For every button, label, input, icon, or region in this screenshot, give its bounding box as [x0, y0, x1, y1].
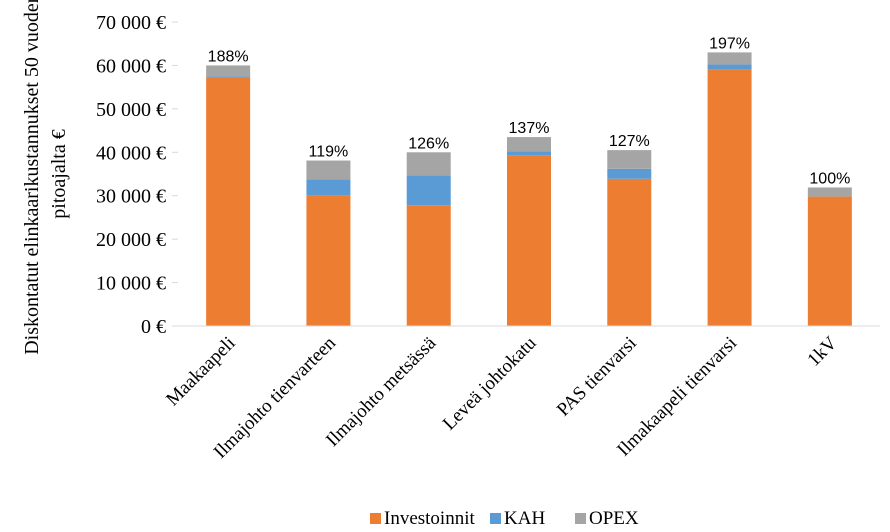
- bar-segment-investoinnit: [206, 77, 251, 327]
- bar-segment-investoinnit: [807, 196, 852, 326]
- data-labels: 188% 119% 126% 137% 127% 197% 100%: [208, 35, 851, 187]
- x-tick-label: Maakaapeli: [162, 333, 240, 411]
- bar-segment-investoinnit: [406, 205, 451, 326]
- data-label: 127%: [609, 133, 650, 150]
- bar-segment-opex: [406, 152, 451, 176]
- y-axis: 0 € 10 000 € 20 000 € 30 000 € 40 000 € 50 00…: [96, 12, 178, 338]
- data-label: 119%: [309, 144, 349, 161]
- x-tick-label: Ilmajohto metsässä: [322, 332, 441, 451]
- data-label: 137%: [509, 120, 550, 137]
- bar-segment-opex: [206, 65, 251, 77]
- x-tick-label: 1kV: [803, 332, 841, 370]
- y-axis-title-line: pitoajalta €: [48, 129, 70, 218]
- y-axis-title-line: Diskontatut elinkaarikustannukset 50 vuo…: [21, 0, 43, 355]
- bar-segment-investoinnit: [306, 195, 351, 326]
- bar-segment-kah: [707, 64, 752, 70]
- bar-segment-opex: [807, 187, 852, 197]
- y-axis-title: Diskontatut elinkaarikustannukset 50 vuo…: [21, 0, 70, 355]
- legend-swatch: [575, 513, 586, 524]
- bar-segment-kah: [206, 76, 251, 78]
- x-tick-label: PAS tienvarsi: [553, 333, 641, 421]
- y-tick-label: 70 000 €: [96, 12, 166, 34]
- data-label: 197%: [709, 35, 750, 52]
- bar-segment-opex: [707, 52, 752, 65]
- y-tick-label: 20 000 €: [96, 229, 166, 251]
- y-tick-label: 50 000 €: [96, 99, 166, 121]
- x-tick-label: Leveä johtokatu: [439, 332, 541, 434]
- bars: [206, 52, 852, 327]
- legend-swatch: [490, 513, 501, 524]
- y-tick-label: 60 000 €: [96, 55, 166, 77]
- y-tick-label: 0 €: [141, 316, 166, 338]
- bar-segment-kah: [607, 168, 652, 179]
- bar-segment-kah: [306, 179, 351, 196]
- legend-label: Investoinnit: [384, 508, 475, 529]
- bar-segment-opex: [507, 137, 551, 152]
- legend-label: OPEX: [589, 508, 639, 529]
- legend-swatch: [370, 513, 381, 524]
- y-tick-label: 30 000 €: [96, 186, 166, 208]
- data-label: 126%: [408, 135, 449, 152]
- bar-segment-opex: [607, 150, 652, 169]
- bar-segment-investoinnit: [607, 178, 652, 326]
- legend-label: KAH: [504, 508, 545, 529]
- data-label: 100%: [809, 170, 850, 187]
- y-tick-label: 40 000 €: [96, 142, 166, 164]
- legend: Investoinnit KAH OPEX: [370, 508, 639, 529]
- bar-segment-investoinnit: [507, 155, 551, 326]
- bar-segment-kah: [507, 151, 551, 156]
- bar-segment-kah: [406, 175, 451, 206]
- y-tick-label: 10 000 €: [96, 273, 166, 295]
- bar-segment-opex: [306, 160, 351, 180]
- data-label: 188%: [208, 48, 249, 65]
- bar-segment-investoinnit: [707, 69, 752, 327]
